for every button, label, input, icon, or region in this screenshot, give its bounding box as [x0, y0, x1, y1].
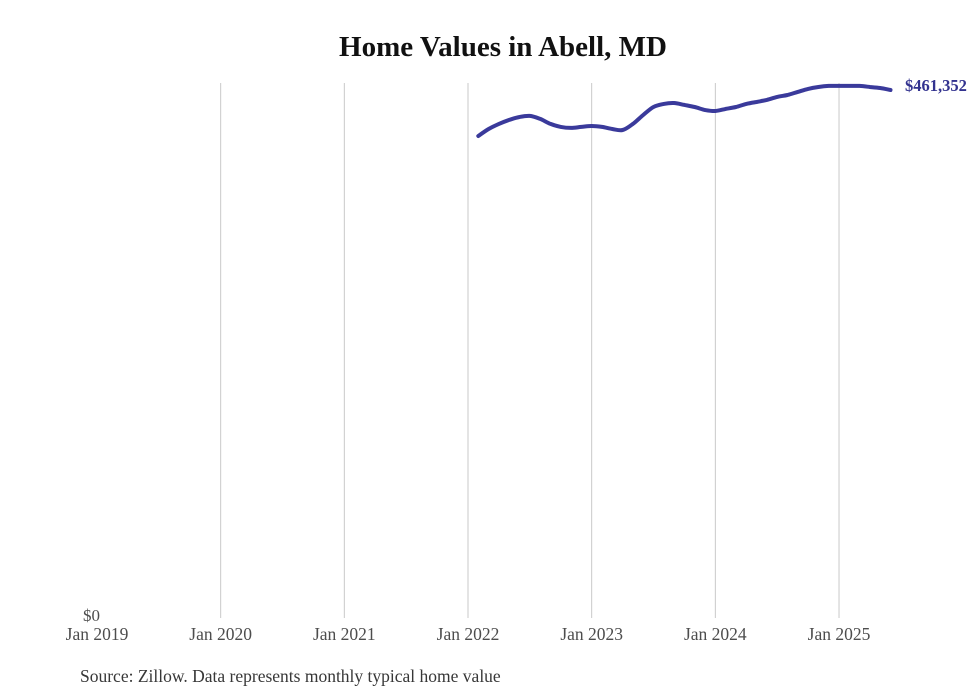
x-tick-label-2022: Jan 2022: [436, 624, 500, 644]
vertical-gridlines: [220, 83, 840, 618]
chart-title: Home Values in Abell, MD: [339, 31, 667, 63]
source-note: Source: Zillow. Data represents monthly …: [80, 666, 501, 686]
y-axis-zero-label: $0: [83, 606, 100, 625]
latest-value-label: $461,352: [905, 76, 967, 95]
x-tick-label-2020: Jan 2020: [189, 624, 252, 644]
x-tick-label-2021: Jan 2021: [312, 624, 376, 644]
x-tick-label-2023: Jan 2023: [560, 624, 624, 644]
home-value-series-line: [476, 83, 893, 138]
x-tick-label-2024: Jan 2024: [683, 624, 747, 644]
x-tick-label-2019: Jan 2019: [65, 624, 129, 644]
x-tick-label-2025: Jan 2025: [807, 624, 871, 644]
